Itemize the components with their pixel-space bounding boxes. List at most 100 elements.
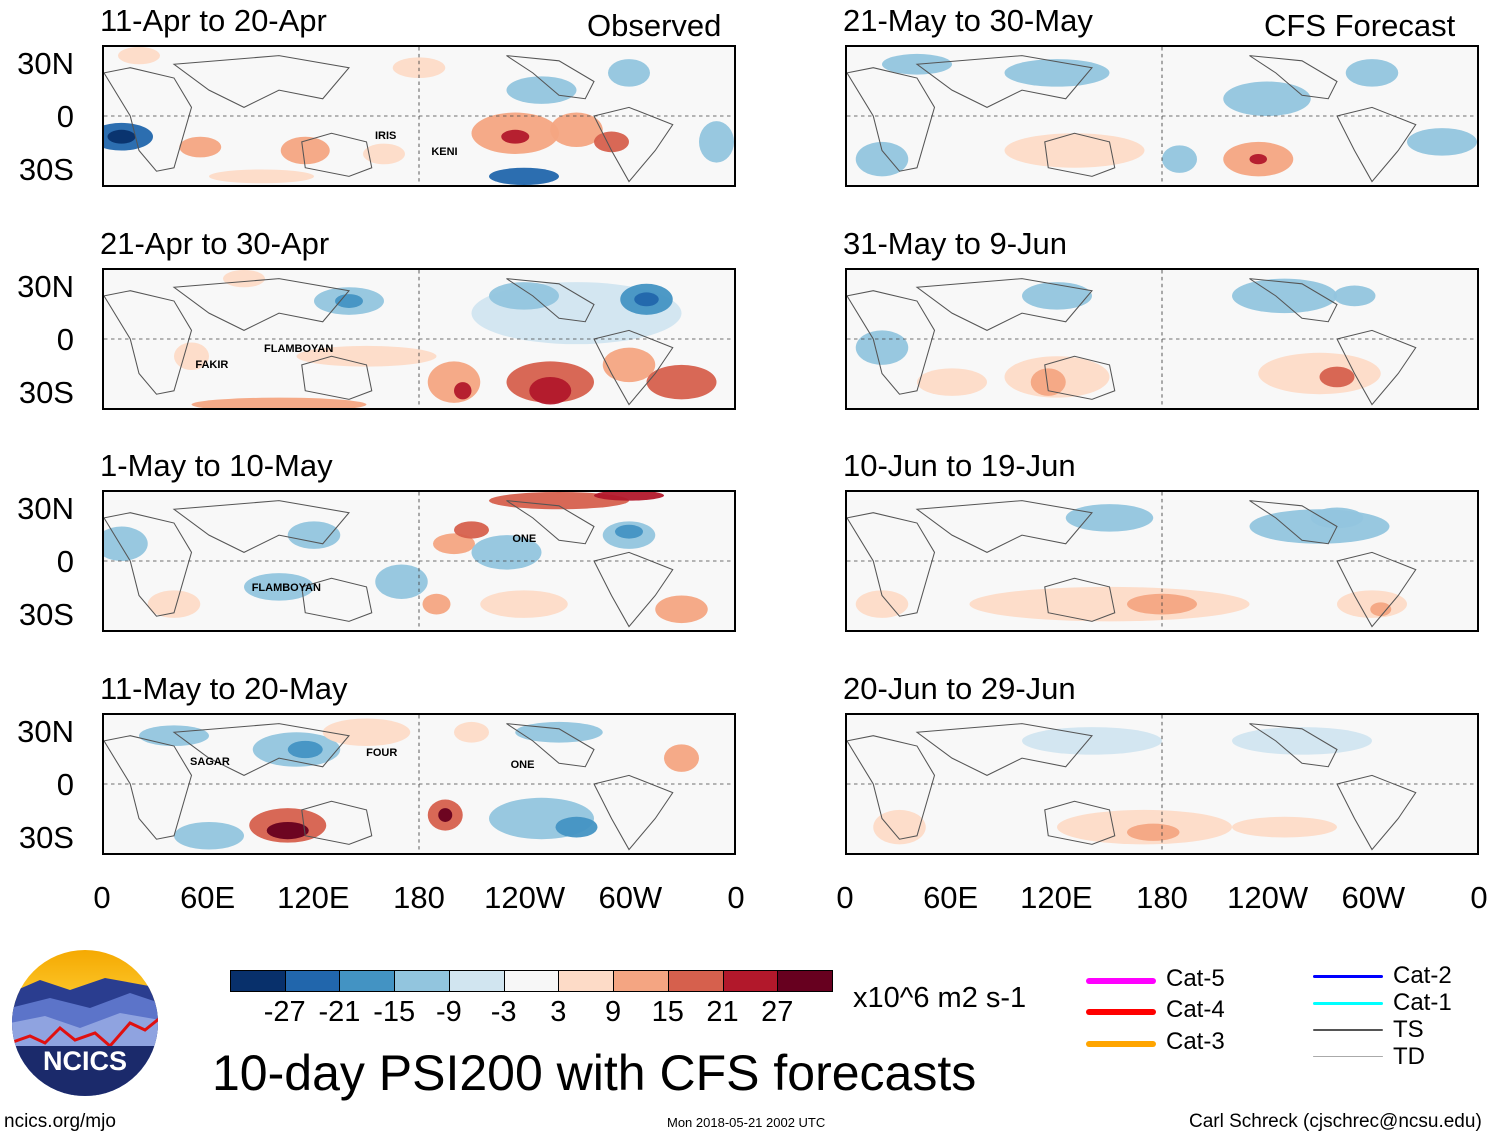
anomaly-contour bbox=[266, 821, 309, 840]
anomaly-contour bbox=[427, 361, 481, 403]
colorbar-label: 21 bbox=[706, 996, 739, 1028]
anomaly-contour bbox=[139, 725, 209, 747]
anomaly-contour bbox=[917, 368, 987, 396]
colorbar-swatch bbox=[339, 970, 396, 992]
colorbar-label: 27 bbox=[761, 996, 794, 1028]
anomaly-contour bbox=[1333, 285, 1376, 307]
anomaly-contour bbox=[615, 524, 643, 539]
anomaly-contour bbox=[634, 292, 659, 307]
psi200-map-panel bbox=[102, 490, 736, 632]
anomaly-contour bbox=[1310, 507, 1364, 529]
colorbar-label: -3 bbox=[490, 996, 517, 1028]
legend-line bbox=[1086, 1009, 1156, 1015]
anomaly-contour bbox=[287, 521, 341, 549]
lat-tick-label: 0 bbox=[56, 544, 74, 579]
psi200-map-panel bbox=[102, 713, 736, 855]
anomaly-contour bbox=[515, 721, 603, 743]
panel-title: 11-Apr to 20-Apr bbox=[100, 3, 327, 38]
lat-tick-label: 30N bbox=[17, 269, 74, 304]
coastline bbox=[104, 500, 674, 628]
legend-line bbox=[1313, 975, 1383, 978]
anomaly-contour bbox=[433, 533, 475, 555]
anomaly-contour bbox=[1345, 59, 1399, 87]
forecast-label: CFS Forecast bbox=[1264, 8, 1456, 43]
colorbar-label: -21 bbox=[318, 996, 361, 1028]
anomaly-contour bbox=[1232, 278, 1337, 314]
colorbar-label: -9 bbox=[436, 996, 462, 1028]
anomaly-contour bbox=[664, 744, 699, 772]
anomaly-contour bbox=[1004, 133, 1145, 168]
anomaly-contour bbox=[506, 76, 577, 104]
coastline bbox=[847, 723, 1417, 851]
colorbar-label: 9 bbox=[605, 996, 622, 1028]
legend-line bbox=[1086, 978, 1156, 984]
figure-title: 10-day PSI200 with CFS forecasts bbox=[212, 1045, 977, 1101]
colorbar-swatch bbox=[777, 970, 833, 992]
storm-label: ONE bbox=[512, 532, 537, 545]
legend-line bbox=[1313, 1002, 1383, 1005]
anomaly-contour bbox=[287, 740, 323, 759]
footer-author: Carl Schreck (cjschrec@ncsu.edu) bbox=[1189, 1111, 1482, 1132]
lat-tick-label: 30N bbox=[17, 46, 74, 81]
lat-tick-label: 30N bbox=[17, 714, 74, 749]
colorbar-swatch bbox=[448, 970, 505, 992]
observed-label: Observed bbox=[587, 8, 722, 43]
lat-tick-label: 0 bbox=[56, 767, 74, 802]
anomaly-contour bbox=[594, 131, 629, 153]
psi200-map-panel bbox=[102, 45, 736, 187]
lon-tick-label: 0 bbox=[836, 880, 854, 915]
anomaly-contour bbox=[335, 294, 363, 308]
colorbar-swatch bbox=[667, 970, 724, 992]
panel-title: 21-May to 30-May bbox=[843, 3, 1093, 38]
anomaly-contour bbox=[855, 141, 909, 177]
psi200-map-panel bbox=[845, 45, 1479, 187]
anomaly-contour bbox=[280, 136, 330, 165]
colorbar-swatch bbox=[284, 970, 341, 992]
anomaly-contour bbox=[209, 169, 314, 184]
anomaly-contour bbox=[191, 397, 367, 408]
lon-tick-label: 120E bbox=[1020, 880, 1093, 915]
ncics-logo: NCICS bbox=[10, 948, 160, 1098]
storm-label: FLAMBOYAN bbox=[264, 342, 334, 355]
lat-tick-label: 0 bbox=[56, 99, 74, 134]
anomaly-contour bbox=[454, 521, 489, 539]
coastline bbox=[847, 55, 1417, 183]
colorbar-swatch bbox=[558, 970, 615, 992]
colorbar-swatch bbox=[503, 970, 560, 992]
anomaly-contour bbox=[1030, 368, 1066, 396]
lon-tick-label: 120W bbox=[484, 880, 566, 915]
colorbar-swatch bbox=[613, 970, 669, 992]
anomaly-contour bbox=[1004, 59, 1110, 87]
anomaly-contour bbox=[1162, 145, 1197, 173]
lat-tick-label: 30S bbox=[18, 597, 74, 632]
anomaly-contour bbox=[1232, 727, 1372, 755]
anomaly-contour bbox=[1258, 352, 1381, 395]
coastline bbox=[104, 55, 674, 183]
colorbar-swatch bbox=[394, 970, 450, 992]
colorbar-label: 15 bbox=[651, 996, 684, 1028]
coastline bbox=[847, 278, 1417, 406]
anomaly-contour bbox=[501, 129, 530, 144]
footer-timestamp: Mon 2018-05-21 2002 UTC bbox=[667, 1115, 826, 1130]
lon-tick-label: 0 bbox=[727, 880, 745, 915]
svg-text:NCICS: NCICS bbox=[43, 1046, 127, 1076]
anomaly-contour bbox=[489, 492, 629, 510]
colorbar-label: 3 bbox=[550, 996, 567, 1028]
panel-title: 21-Apr to 30-Apr bbox=[100, 226, 330, 261]
anomaly-contour bbox=[699, 121, 734, 163]
footer-url[interactable]: ncics.org/mjo bbox=[4, 1111, 116, 1132]
anomaly-contour bbox=[969, 586, 1250, 622]
panel-title: 10-Jun to 19-Jun bbox=[843, 448, 1076, 483]
legend-line bbox=[1086, 1041, 1156, 1047]
legend-line bbox=[1313, 1056, 1383, 1057]
anomaly-contour bbox=[454, 721, 489, 743]
anomaly-contour bbox=[104, 526, 148, 561]
lon-tick-label: 120W bbox=[1227, 880, 1309, 915]
legend-label: Cat-1 bbox=[1393, 989, 1452, 1016]
anomaly-contour bbox=[555, 816, 598, 838]
anomaly-contour bbox=[296, 345, 437, 367]
anomaly-contour bbox=[480, 590, 568, 618]
anomaly-contour bbox=[107, 129, 136, 144]
storm-label: IRIS bbox=[374, 130, 397, 143]
